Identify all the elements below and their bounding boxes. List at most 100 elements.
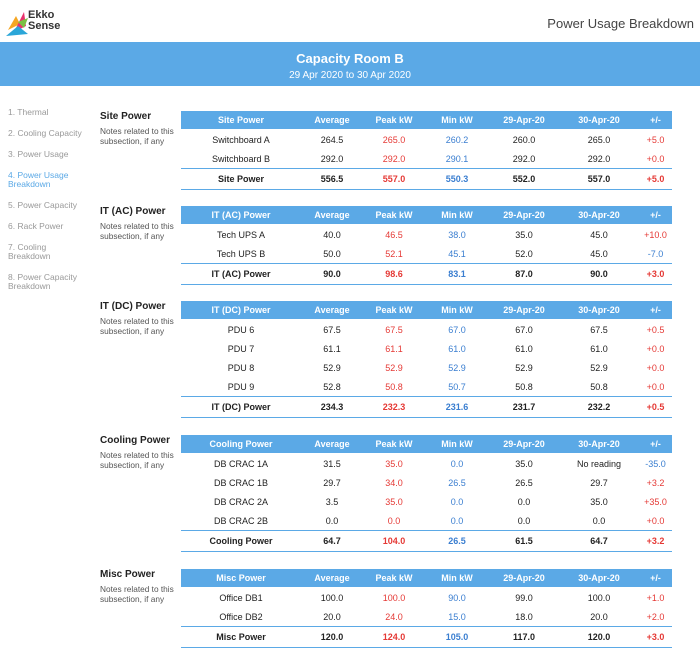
table-total: Misc Power 120.0 124.0 105.0 117.0 120.0 +3.0 — [181, 626, 672, 648]
table-cell: 0.0 — [592, 515, 606, 526]
table-header: IT (DC) Power Average Peak kW Min kW 29-Apr-… — [181, 301, 672, 319]
table-cell: +5.0 — [646, 174, 665, 184]
table-cell: 29.7 — [590, 477, 608, 488]
table-cell: 52.9 — [590, 362, 608, 373]
table-cell: 29-Apr-20 — [503, 573, 545, 583]
table-cell: +10.0 — [644, 229, 667, 240]
table-cell: 45.1 — [448, 248, 466, 259]
table-cell: 556.5 — [320, 174, 344, 184]
table-cell: Switchboard B — [211, 153, 271, 164]
table-cell: +35.0 — [644, 496, 667, 507]
section-title: IT (AC) Power — [100, 206, 166, 217]
table-cell: 61.0 — [448, 343, 466, 354]
table-cell: 29-Apr-20 — [503, 210, 545, 220]
table-cell: 0.0 — [325, 515, 339, 526]
table-cell: Min kW — [441, 210, 473, 220]
table: IT (AC) Power Average Peak kW Min kW 29-Apr-… — [181, 206, 672, 285]
nav-item[interactable]: 5. Power Capacity — [8, 200, 77, 210]
table-cell: +0.5 — [646, 402, 665, 412]
nav-item[interactable]: 4. Power Usage Breakdown — [8, 170, 69, 189]
table-cell: 232.2 — [587, 402, 611, 412]
table-cell: Office DB2 — [219, 611, 263, 622]
section-title: Cooling Power — [100, 435, 170, 446]
table-cell: 260.0 — [512, 134, 536, 145]
table-cell: 0.0 — [517, 515, 531, 526]
table-cell: 292.0 — [587, 153, 611, 164]
table-cell: 50.8 — [590, 381, 608, 392]
table-row: DB CRAC 2A 3.5 35.0 0.0 0.0 35.0 +35.0 — [181, 492, 672, 511]
table-cell: 117.0 — [512, 632, 536, 642]
table-cell: 0.0 — [517, 496, 531, 507]
table-cell: 20.0 — [323, 611, 341, 622]
nav-item[interactable]: 6. Rack Power — [8, 221, 64, 231]
table-cell: 45.0 — [590, 248, 608, 259]
table-cell: 35.0 — [385, 496, 403, 507]
table-row: Office DB2 20.0 24.0 15.0 18.0 20.0 +2.0 — [181, 607, 672, 626]
table-row: DB CRAC 2B 0.0 0.0 0.0 0.0 0.0 +0.0 — [181, 511, 672, 530]
logo-icon — [6, 12, 28, 36]
table-cell: 15.0 — [448, 611, 466, 622]
logo-text: Sense — [28, 20, 61, 32]
table-total: IT (DC) Power 234.3 232.3 231.6 231.7 232.2 +0… — [181, 396, 672, 418]
table-row: DB CRAC 1B 29.7 34.0 26.5 26.5 29.7 +3.2 — [181, 473, 672, 492]
table-cell: 35.0 — [590, 496, 608, 507]
table-cell: -7.0 — [647, 248, 664, 259]
table-cell: Peak kW — [375, 573, 413, 583]
table-cell: 265.0 — [587, 134, 611, 145]
table-cell: 29-Apr-20 — [503, 115, 545, 125]
table-row: Switchboard B 292.0 292.0 290.1 292.0 292.0 +0… — [181, 149, 672, 168]
table: IT (DC) Power Average Peak kW Min kW 29-Apr-… — [181, 301, 672, 418]
table-cell: 61.0 — [515, 343, 533, 354]
table-cell: 0.0 — [450, 496, 464, 507]
table-cell: +5.0 — [646, 134, 665, 145]
table-cell: Peak kW — [375, 210, 413, 220]
table-cell: 292.0 — [512, 153, 536, 164]
table-cell: +/- — [650, 305, 661, 315]
table-cell: +0.0 — [646, 343, 665, 354]
table-cell: 52.9 — [323, 362, 341, 373]
page-title: Power Usage Breakdown — [547, 16, 694, 31]
table-row: DB CRAC 1A 31.5 35.0 0.0 35.0 No reading -35.0 — [181, 454, 672, 473]
logo-text: Ekko — [28, 9, 55, 21]
table-cell: PDU 9 — [227, 381, 255, 392]
table-cell: 99.0 — [515, 592, 533, 603]
table-cell: 232.3 — [382, 402, 406, 412]
table-cell: 100.0 — [587, 592, 611, 603]
table-cell: Average — [314, 210, 350, 220]
table-cell: 90.0 — [323, 269, 341, 279]
table-cell: +/- — [650, 439, 661, 449]
nav-item[interactable]: 2. Cooling Capacity — [8, 128, 82, 138]
table-cell: Site Power — [217, 174, 264, 184]
nav-item[interactable]: 1. Thermal — [8, 107, 49, 117]
table-cell: 231.6 — [445, 402, 469, 412]
table-cell: 52.9 — [448, 362, 466, 373]
nav-item[interactable]: 8. Power Capacity Breakdown — [8, 272, 77, 291]
table-row: PDU 9 52.8 50.8 50.7 50.8 50.8 +0.0 — [181, 377, 672, 396]
table-cell: 30-Apr-20 — [578, 115, 620, 125]
table-cell: 67.5 — [385, 324, 403, 335]
table-cell: 61.1 — [323, 343, 341, 354]
nav-item[interactable]: 3. Power Usage — [8, 149, 69, 159]
table-cell: IT (DC) Power — [211, 305, 271, 315]
table-cell: 26.5 — [515, 477, 533, 488]
table-cell: 34.0 — [385, 477, 403, 488]
table-cell: No reading — [576, 458, 622, 469]
table-cell: 24.0 — [385, 611, 403, 622]
table-cell: PDU 7 — [227, 343, 255, 354]
section-title: Misc Power — [100, 569, 156, 580]
table-header: Site Power Average Peak kW Min kW 29-Apr-20 3… — [181, 111, 672, 129]
table-cell: 260.2 — [445, 134, 469, 145]
table-cell: 290.1 — [445, 153, 469, 164]
section-notes: Notes related to this subsection, if any — [100, 584, 174, 604]
table-cell: Switchboard A — [212, 134, 270, 145]
table-cell: Min kW — [441, 439, 473, 449]
table-cell: 100.0 — [382, 592, 406, 603]
table-cell: Tech UPS A — [216, 229, 266, 240]
section-title: IT (DC) Power — [100, 301, 166, 312]
table-cell: Cooling Power — [209, 439, 273, 449]
nav-item[interactable]: 7. Cooling Breakdown — [8, 242, 51, 261]
table-cell: +/- — [650, 573, 661, 583]
table-row: PDU 7 61.1 61.1 61.0 61.0 61.0 +0.0 — [181, 339, 672, 358]
section-title: Site Power — [100, 111, 152, 122]
table-row: Tech UPS B 50.0 52.1 45.1 52.0 45.0 -7.0 — [181, 244, 672, 263]
